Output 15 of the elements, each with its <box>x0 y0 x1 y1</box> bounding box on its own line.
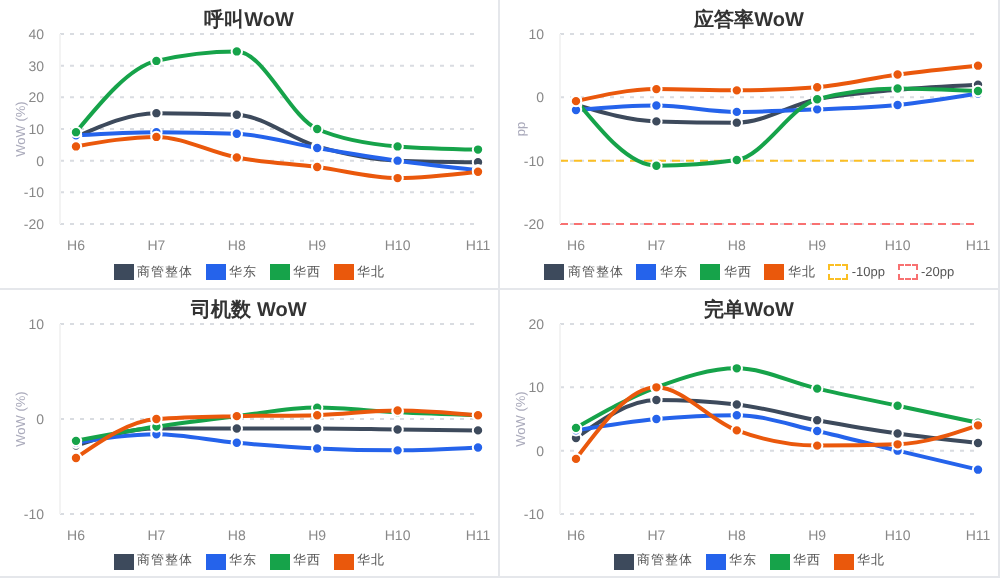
point <box>311 122 324 136</box>
point <box>971 59 985 72</box>
chart-title: 完单WoW <box>704 299 794 321</box>
chart-title: 司机数 WoW <box>191 299 307 321</box>
point <box>150 54 163 68</box>
chart-title: 应答率WoW <box>694 10 804 32</box>
point <box>811 423 824 437</box>
point <box>69 140 83 153</box>
point <box>471 143 485 156</box>
chart-title: 呼叫WoW <box>204 10 294 32</box>
point <box>891 98 904 112</box>
point <box>311 160 324 174</box>
point <box>569 451 583 465</box>
point <box>311 408 324 421</box>
point <box>730 153 743 167</box>
